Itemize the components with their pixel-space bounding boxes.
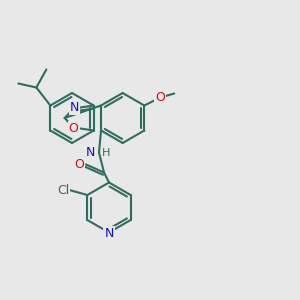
- Text: Cl: Cl: [57, 184, 70, 196]
- Text: H: H: [102, 148, 110, 158]
- Text: N: N: [85, 146, 95, 159]
- Text: O: O: [74, 158, 84, 171]
- Text: O: O: [155, 91, 165, 104]
- Text: N: N: [70, 101, 79, 114]
- Text: O: O: [69, 122, 79, 135]
- Text: N: N: [104, 227, 114, 240]
